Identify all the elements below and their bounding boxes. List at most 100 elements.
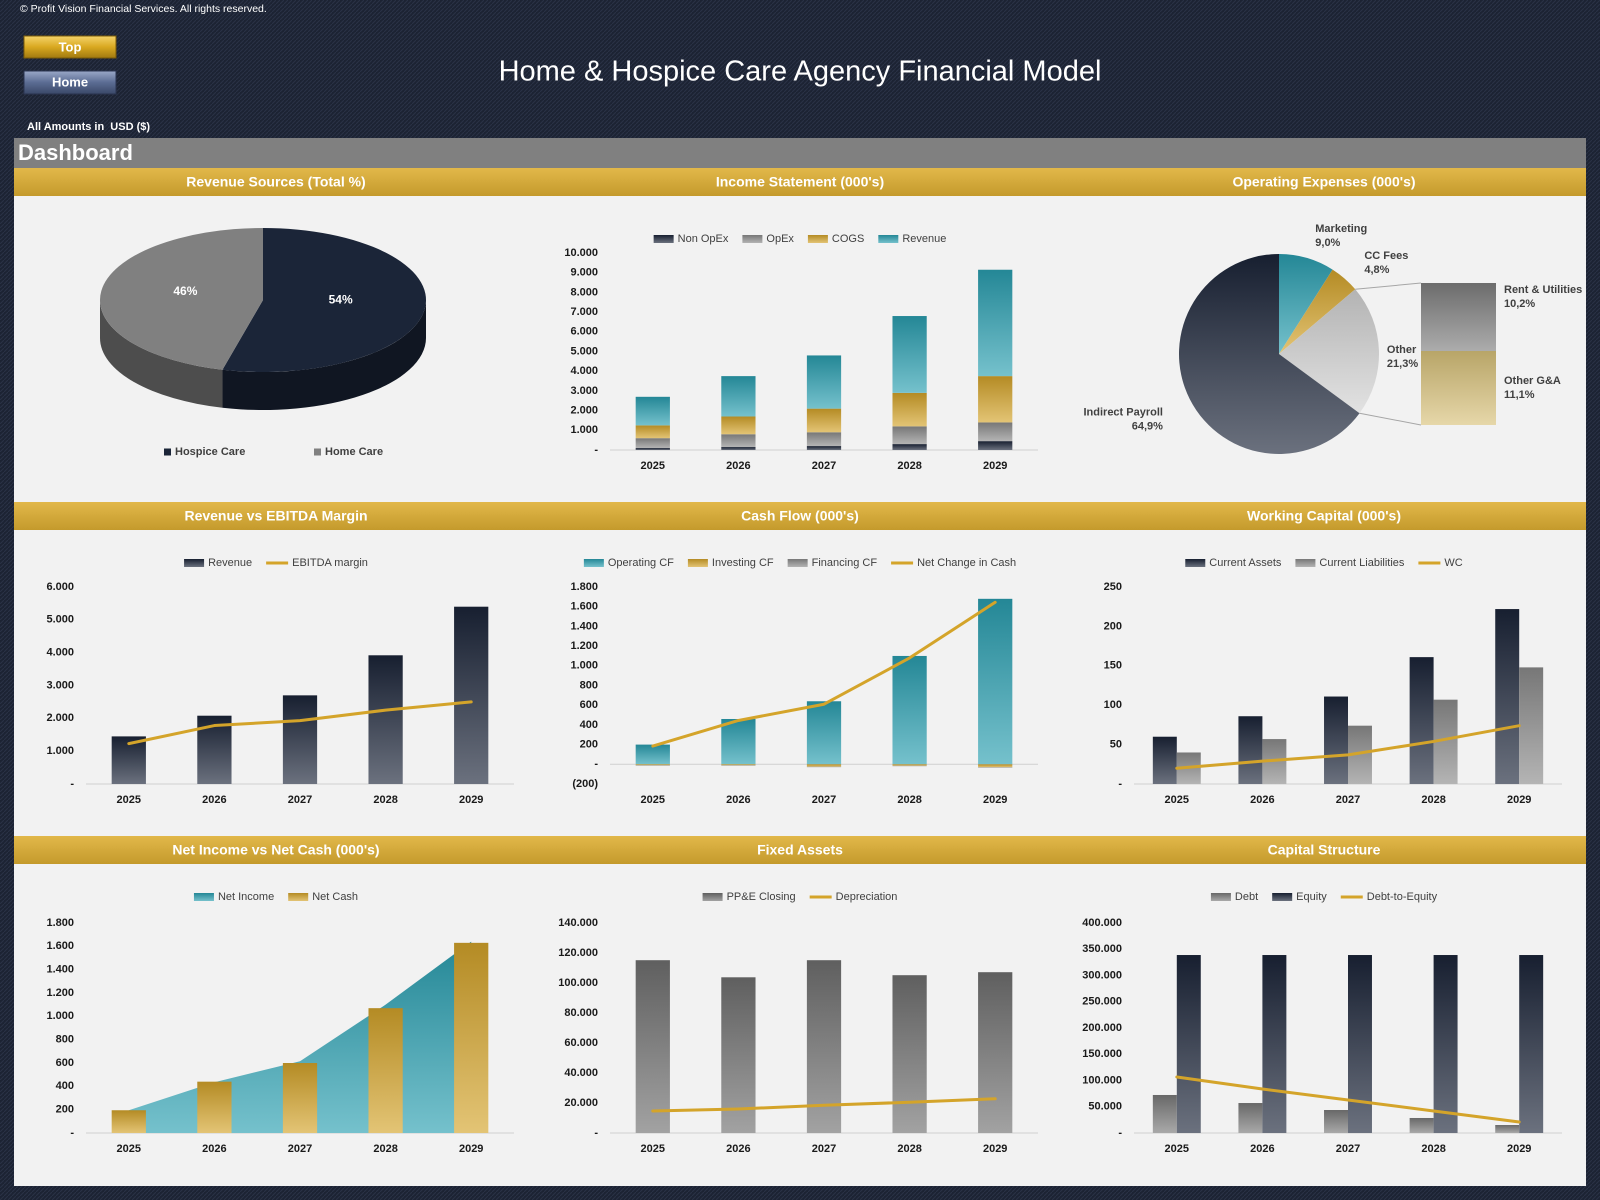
- y-tick-label: 150: [1104, 660, 1122, 672]
- x-tick-label: 2029: [1507, 1143, 1531, 1155]
- bar-segment: [806, 408, 842, 433]
- legend-label: Net Change in Cash: [917, 557, 1016, 569]
- y-tick-label: -: [70, 1127, 74, 1139]
- breakdown-value-label: 10,2%: [1504, 298, 1535, 310]
- legend-swatch: [1272, 893, 1293, 901]
- bar: [454, 942, 489, 1133]
- x-tick-label: 2029: [459, 794, 483, 806]
- bar-segment: [806, 764, 842, 767]
- bar-segment: [978, 422, 1013, 442]
- legend-swatch: [1210, 893, 1231, 901]
- legend-swatch: [742, 235, 763, 243]
- pie-category-label: Marketing: [1315, 223, 1367, 235]
- legend-swatch: [787, 559, 808, 567]
- bar: [1348, 955, 1372, 1133]
- bar: [1495, 1125, 1520, 1133]
- home-button[interactable]: Home: [23, 70, 117, 95]
- bar-segment: [806, 701, 842, 765]
- top-button-label[interactable]: Top: [59, 39, 82, 54]
- y-tick-label: 1.200: [570, 640, 598, 652]
- line: [1175, 724, 1521, 770]
- legend: Net Income Net Cash: [193, 891, 358, 903]
- legend: PP&E Closing Depreciation: [702, 891, 897, 903]
- copyright: © Profit Vision Financial Services. All …: [20, 3, 267, 15]
- bar: [111, 1110, 146, 1133]
- pie-category-label: Other: [1387, 344, 1417, 356]
- pie-side: [222, 300, 426, 410]
- y-tick-label: 1.000: [570, 424, 598, 436]
- y-tick-label: 6.000: [570, 326, 598, 338]
- x-tick-label: 2027: [812, 1143, 836, 1155]
- bar-segment: [721, 376, 756, 417]
- chart-title-bar: [1062, 502, 1586, 530]
- y-tick-label: 80.000: [564, 1007, 598, 1019]
- legend-label: Current Liabilities: [1319, 557, 1404, 569]
- y-tick-label: 300.000: [1082, 969, 1122, 981]
- bar: [1519, 667, 1544, 784]
- top-button[interactable]: Top: [23, 35, 117, 59]
- bar: [892, 975, 927, 1133]
- y-tick-label: 7.000: [570, 306, 598, 318]
- y-tick-label: 2.000: [46, 712, 74, 724]
- chart-title: Net Income vs Net Cash (000's): [172, 842, 379, 858]
- breakdown-category-label: Other G&A: [1504, 375, 1561, 387]
- legend-swatch: [583, 559, 604, 567]
- y-tick-label: 6.000: [46, 581, 74, 593]
- x-tick-label: 2025: [117, 794, 141, 806]
- top-button-bg[interactable]: [23, 35, 117, 59]
- legend-swatch: [807, 235, 828, 243]
- bar: [1238, 1103, 1263, 1133]
- legend: Non OpEx OpEx COGS Revenue: [653, 233, 946, 245]
- y-tick-label: 400.000: [1082, 917, 1122, 929]
- y-tick-label: 350.000: [1082, 943, 1122, 955]
- x-tick-label: 2026: [726, 1143, 750, 1155]
- chart-title-bar: [14, 502, 538, 530]
- chart-title-bar: [538, 168, 1062, 196]
- pie-label: 54%: [329, 293, 353, 307]
- legend-label: Revenue: [902, 233, 946, 245]
- bar: [282, 695, 318, 784]
- home-button-bg[interactable]: [23, 70, 117, 95]
- pie-slice: [1179, 254, 1360, 454]
- bar-segment: [635, 438, 670, 449]
- line: [651, 1097, 997, 1113]
- y-tick-label: 20.000: [564, 1097, 598, 1109]
- x-tick-label: 2025: [1165, 1143, 1189, 1155]
- legend-label: Hospice Care: [175, 446, 245, 458]
- y-tick-label: 1.600: [46, 940, 74, 952]
- bar: [368, 655, 403, 784]
- bar-segment: [721, 764, 756, 766]
- pie-value-label: 21,3%: [1387, 358, 1418, 370]
- x-tick-label: 2027: [1336, 1143, 1360, 1155]
- legend-label: Investing CF: [712, 557, 774, 569]
- legend-label: Equity: [1296, 891, 1327, 903]
- connector: [1355, 282, 1422, 290]
- bar: [1176, 955, 1201, 1133]
- bar: [1495, 609, 1520, 784]
- pie-category-label: Indirect Payroll: [1083, 407, 1162, 419]
- bar: [454, 606, 489, 784]
- home-button-label[interactable]: Home: [52, 74, 88, 89]
- bar-segment: [635, 448, 670, 450]
- y-tick-label: -: [594, 1127, 598, 1139]
- legend-swatch: [164, 448, 171, 456]
- x-tick-label: 2025: [117, 1143, 141, 1155]
- legend-label: COGS: [832, 233, 864, 245]
- chart-title-bar: [538, 502, 1062, 530]
- bar: [1262, 955, 1287, 1133]
- line: [651, 600, 997, 748]
- pie-slice: [1279, 289, 1380, 414]
- y-tick-label: 200.000: [1082, 1022, 1122, 1034]
- legend: Revenue EBITDA margin: [184, 557, 368, 569]
- bar-segment: [978, 376, 1013, 423]
- legend-label: Home Care: [325, 446, 383, 458]
- x-tick-label: 2025: [641, 794, 665, 806]
- y-tick-label: 1.800: [570, 581, 598, 593]
- y-tick-label: -: [594, 444, 598, 456]
- pie-slice: [100, 228, 263, 370]
- bar-segment: [635, 764, 670, 766]
- x-tick-label: 2027: [812, 460, 836, 472]
- legend-label: Debt-to-Equity: [1367, 891, 1438, 903]
- y-tick-label: 1.800: [46, 917, 74, 929]
- chart-title: Cash Flow (000's): [741, 508, 859, 524]
